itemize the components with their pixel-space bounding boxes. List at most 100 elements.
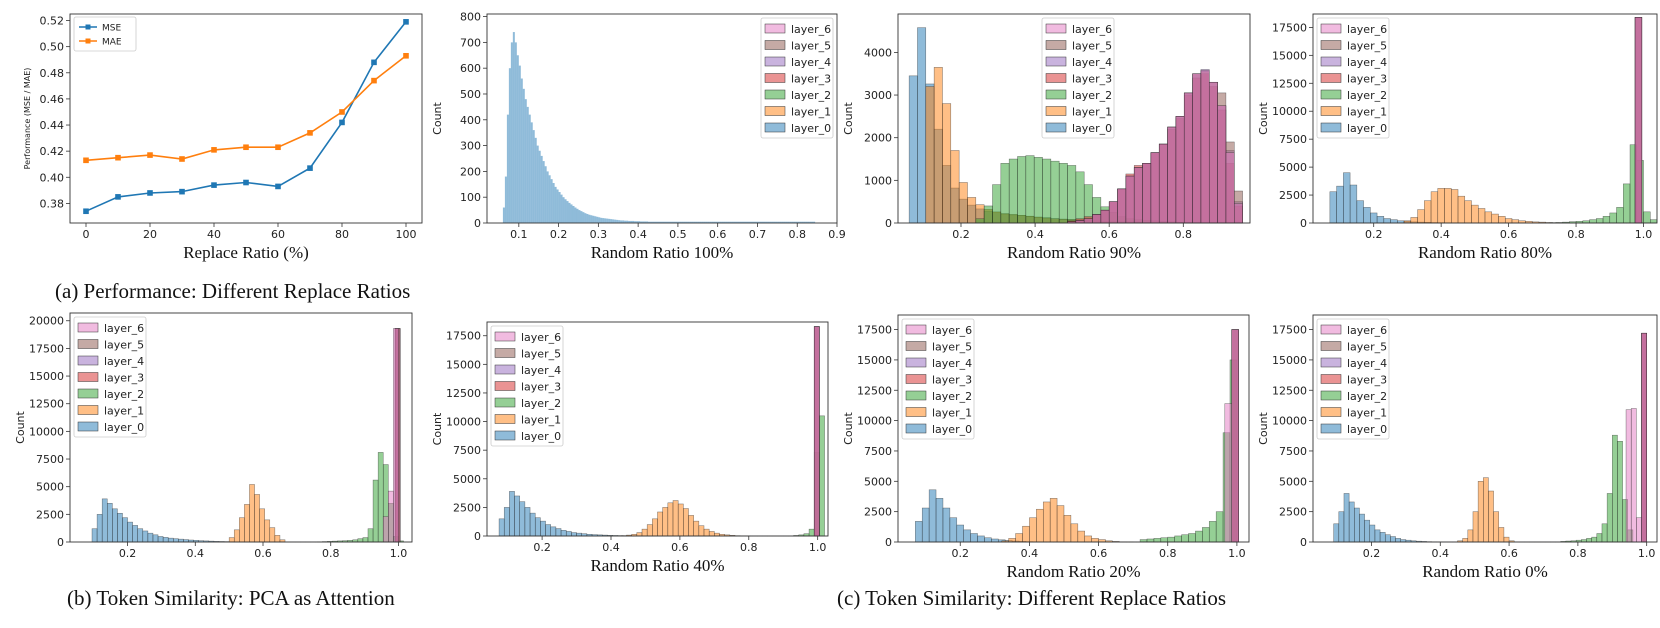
bar-layer_0 bbox=[614, 219, 617, 223]
legend-label: layer_2 bbox=[1347, 390, 1387, 403]
chart-hpca: 0.2 0.4 0.6 0.8 1.0 0 2500 5000 7500 10000 12500 15… bbox=[14, 312, 413, 560]
y-tick-label: 20000 bbox=[29, 315, 64, 328]
y-tick-label: 0.46 bbox=[40, 93, 65, 106]
bar-layer_1 bbox=[254, 494, 260, 543]
bar-layer_1 bbox=[1483, 477, 1489, 543]
bar-layer_6 bbox=[1125, 175, 1135, 224]
bar-layer_0 bbox=[540, 520, 546, 537]
bar-layer_0 bbox=[673, 221, 676, 223]
legend-swatch bbox=[77, 421, 99, 432]
legend-swatch bbox=[77, 388, 99, 399]
point-mse bbox=[339, 119, 345, 126]
bar-layer_0 bbox=[622, 220, 625, 223]
bar-layer_0 bbox=[681, 221, 684, 223]
chart-h40: 0.2 0.4 0.6 0.8 1.0 0 2500 5000 7500 10000 12500 15… bbox=[431, 321, 829, 575]
x-axis-label: Random Ratio 100% bbox=[591, 243, 734, 262]
x-axis-label: Replace Ratio (%) bbox=[183, 243, 309, 262]
chart-h0: 0.2 0.4 0.6 0.8 1.0 0 2500 5000 7500 10000 12500 15… bbox=[1257, 314, 1658, 581]
bar-layer_0 bbox=[534, 517, 541, 537]
legend-swatch bbox=[494, 348, 516, 358]
x-tick-label: 0.8 bbox=[1175, 228, 1193, 241]
legend-swatch bbox=[764, 89, 786, 100]
bar-layer_0 bbox=[733, 221, 736, 223]
legend-label: layer_0 bbox=[1072, 122, 1112, 135]
bar-layer_0 bbox=[560, 530, 567, 537]
x-tick-label: 1.0 bbox=[1228, 547, 1246, 560]
y-tick-label: 0 bbox=[474, 217, 481, 230]
bar-layer_0 bbox=[550, 179, 553, 223]
bar-layer_0 bbox=[626, 220, 629, 223]
bar-layer_0 bbox=[745, 221, 748, 223]
legend-swatch bbox=[905, 423, 927, 434]
bar-layer_0 bbox=[663, 221, 666, 223]
legend-label: layer_2 bbox=[104, 388, 144, 401]
bar-layer_0 bbox=[1349, 184, 1358, 224]
bar-layer_6 bbox=[1133, 167, 1143, 224]
bar-layer_6 bbox=[1225, 152, 1235, 224]
bar-layer_0 bbox=[646, 221, 649, 223]
point-mae bbox=[83, 157, 89, 164]
bar-layer_0 bbox=[644, 221, 647, 223]
bar-layer_1 bbox=[703, 528, 710, 537]
x-tick-label: 0.7 bbox=[749, 228, 767, 241]
bar-layer_6 bbox=[1083, 218, 1093, 224]
y-axis-label: Count bbox=[431, 101, 444, 134]
bar-layer_1 bbox=[1063, 515, 1072, 543]
y-tick-label: 12500 bbox=[1272, 77, 1307, 90]
legend-label: layer_6 bbox=[1347, 23, 1387, 36]
bar-layer_0 bbox=[518, 65, 521, 223]
legend-label: layer_4 bbox=[1347, 357, 1387, 370]
bar-layer_0 bbox=[781, 221, 784, 223]
bar-layer_1 bbox=[950, 150, 960, 224]
legend-label: layer_4 bbox=[104, 355, 144, 368]
bar-layer_0 bbox=[977, 535, 985, 543]
bar-layer_0 bbox=[642, 221, 645, 223]
bar-layer_0 bbox=[571, 532, 577, 537]
y-tick-label: 10000 bbox=[857, 415, 892, 428]
axes-frame bbox=[897, 314, 1250, 543]
bar-layer_1 bbox=[239, 517, 245, 543]
legend-swatch bbox=[1320, 374, 1342, 384]
bar-layer_2 bbox=[808, 528, 815, 537]
bar-layer_0 bbox=[520, 78, 523, 223]
legend-label: layer_2 bbox=[521, 397, 561, 410]
bar-layer_0 bbox=[1370, 212, 1378, 224]
bar-layer_0 bbox=[695, 221, 698, 223]
legend-label: layer_0 bbox=[521, 430, 561, 443]
x-tick-label: 0.2 bbox=[550, 228, 568, 241]
bar-layer_2 bbox=[362, 537, 369, 543]
bar-layer_0 bbox=[656, 221, 659, 223]
y-tick-label: 12500 bbox=[1272, 384, 1307, 397]
legend-marker bbox=[85, 24, 91, 30]
bar-layer_0 bbox=[1374, 529, 1381, 543]
bar-layer_0 bbox=[534, 137, 537, 223]
bar-layer_1 bbox=[657, 511, 663, 537]
y-axis-label: Performance (MSE / MAE) bbox=[23, 68, 32, 170]
bar-layer_6 bbox=[1192, 73, 1202, 224]
bar-layer_0 bbox=[516, 55, 519, 223]
bar-layer_0 bbox=[685, 221, 688, 223]
x-tick-label: 0.3 bbox=[590, 228, 608, 241]
x-tick-label: 0.8 bbox=[788, 228, 806, 241]
y-tick-label: 100 bbox=[460, 191, 481, 204]
bar-layer_0 bbox=[548, 175, 551, 223]
bar-layer_1 bbox=[1015, 533, 1023, 543]
legend-swatch bbox=[1320, 324, 1342, 335]
bar-layer_0 bbox=[675, 221, 678, 223]
bar-layer_0 bbox=[689, 221, 692, 223]
bar-layer_0 bbox=[554, 186, 557, 223]
bar-layer_1 bbox=[636, 532, 643, 537]
x-tick-label: 1.0 bbox=[1638, 547, 1656, 560]
bar-layer_0 bbox=[1395, 538, 1401, 543]
bar-layer_1 bbox=[1484, 211, 1492, 224]
bar-layer_1 bbox=[1467, 529, 1474, 543]
bar-layer_0 bbox=[991, 538, 999, 543]
bar-layer_6 bbox=[1108, 201, 1118, 224]
bar-layer_2 bbox=[1174, 535, 1182, 543]
bar-layer_2 bbox=[1025, 155, 1035, 224]
bar-layer_0 bbox=[963, 529, 971, 543]
legend-swatch bbox=[1320, 23, 1342, 34]
bar-layer_0 bbox=[530, 122, 533, 223]
legend-swatch bbox=[764, 106, 786, 116]
